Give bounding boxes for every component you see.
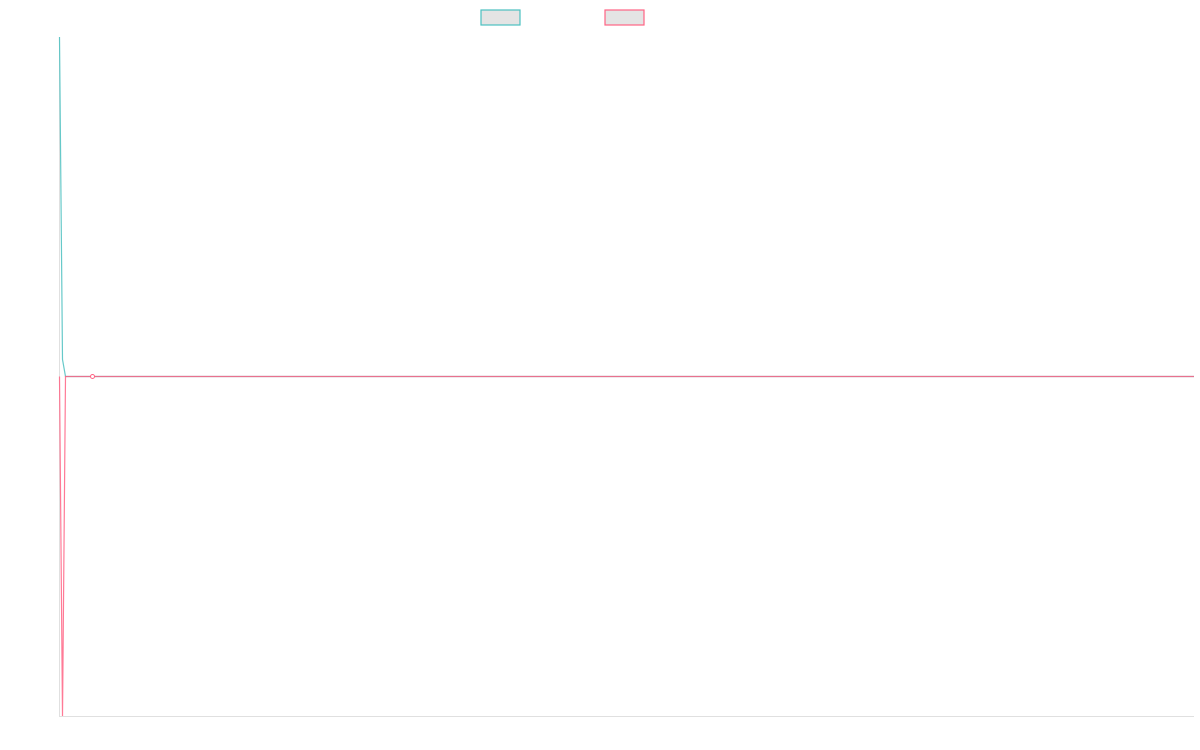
series-line-1 (58, 375, 1194, 717)
data-point[interactable] (90, 374, 96, 379)
series-line-0 (58, 36, 1194, 378)
legend (480, 9, 645, 26)
legend-item-1[interactable] (604, 9, 645, 26)
legend-item-0[interactable] (480, 9, 521, 26)
